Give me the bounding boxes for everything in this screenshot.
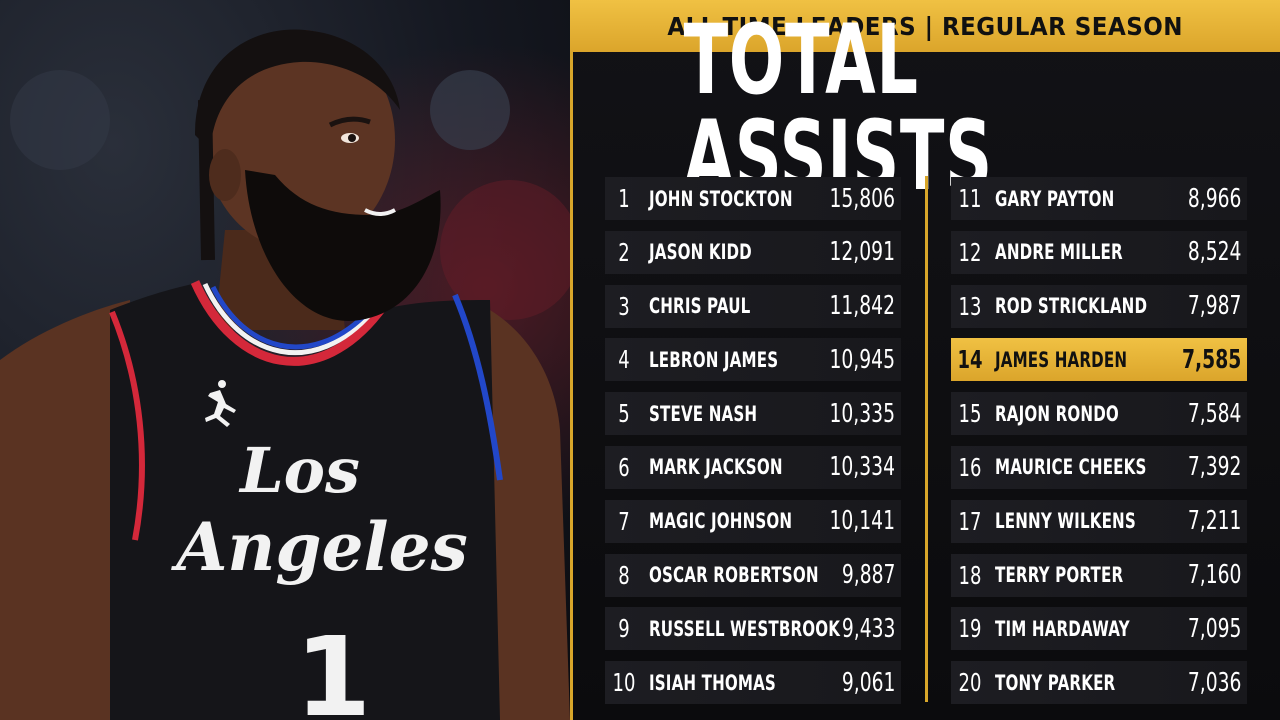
leader-name: JOHN STOCKTON	[649, 186, 793, 211]
leader-rank: 17	[958, 506, 982, 536]
leader-name: RAJON RONDO	[995, 401, 1119, 426]
leader-row: 1 JOHN STOCKTON 15,806	[605, 177, 901, 220]
header-banner: ALL-TIME LEADERS | REGULAR SEASON	[570, 0, 1280, 52]
leader-assists: 7,095	[1187, 613, 1241, 644]
leader-name: ROD STRICKLAND	[995, 294, 1148, 319]
leader-name: JASON KIDD	[649, 240, 752, 265]
leader-row: 15 RAJON RONDO 7,584	[951, 392, 1247, 436]
leader-name: TIM HARDAWAY	[995, 616, 1130, 641]
leader-row: 17 LENNY WILKENS 7,211	[951, 499, 1247, 543]
leaderboard-panel: ALL-TIME LEADERS | REGULAR SEASON TOTAL …	[570, 0, 1280, 720]
page-title: TOTAL ASSISTS	[570, 12, 1280, 204]
leader-name: LEBRON JAMES	[649, 347, 779, 372]
leader-row: 12 ANDRE MILLER 8,524	[951, 230, 1247, 274]
leader-row: 8 OSCAR ROBERTSON 9,887	[605, 553, 901, 597]
leader-assists: 7,584	[1187, 398, 1241, 429]
leader-name: TERRY PORTER	[995, 563, 1124, 588]
leader-assists: 10,141	[829, 506, 895, 537]
leader-name: STEVE NASH	[649, 401, 758, 426]
leader-rank: 6	[618, 452, 630, 482]
leader-assists: 10,945	[829, 344, 895, 375]
leader-assists: 10,335	[829, 398, 895, 429]
leader-row: 2 JASON KIDD 12,091	[605, 230, 901, 274]
leader-rank: 13	[958, 291, 982, 321]
leader-assists: 9,433	[841, 613, 895, 644]
leader-row: 6 MARK JACKSON 10,334	[605, 445, 901, 489]
leader-assists: 7,211	[1187, 506, 1241, 537]
leader-name: MARK JACKSON	[649, 455, 783, 480]
leader-rank: 11	[958, 184, 982, 213]
leader-rank: 19	[958, 614, 982, 644]
leader-row: 10 ISIAH THOMAS 9,061	[605, 661, 901, 705]
banner-text: ALL-TIME LEADERS | REGULAR SEASON	[667, 11, 1183, 41]
leader-name: MAURICE CHEEKS	[995, 455, 1147, 480]
leader-name: JAMES HARDEN	[995, 347, 1128, 372]
jersey-text-los: Los	[238, 434, 360, 507]
leader-row: 7 MAGIC JOHNSON 10,141	[605, 499, 901, 543]
leader-rank: 15	[958, 399, 982, 429]
leader-rank: 3	[618, 291, 630, 321]
leader-assists: 11,842	[829, 291, 895, 322]
leader-assists: 10,334	[829, 452, 895, 483]
leader-rank: 4	[618, 345, 630, 375]
leader-row: 18 TERRY PORTER 7,160	[951, 553, 1247, 597]
leader-row: 11 GARY PAYTON 8,966	[951, 177, 1247, 220]
leader-assists: 7,392	[1187, 452, 1241, 483]
leader-rank: 1	[618, 184, 630, 213]
leader-assists: 7,036	[1187, 667, 1241, 698]
jordan-logo-icon	[205, 380, 236, 427]
leader-name: RUSSELL WESTBROOK	[649, 616, 841, 641]
leader-rank: 16	[958, 452, 982, 482]
leader-name: TONY PARKER	[995, 670, 1116, 695]
leader-assists: 9,061	[841, 667, 895, 698]
column-divider	[925, 176, 928, 702]
leader-assists: 7,160	[1187, 560, 1241, 591]
leader-assists: 7,585	[1181, 344, 1241, 375]
leader-assists: 15,806	[829, 183, 895, 214]
leader-row: 13 ROD STRICKLAND 7,987	[951, 284, 1247, 328]
leader-row: 5 STEVE NASH 10,335	[605, 392, 901, 436]
leader-rank: 9	[618, 614, 630, 644]
leader-assists: 12,091	[829, 237, 895, 268]
leader-row: 19 TIM HARDAWAY 7,095	[951, 607, 1247, 651]
leader-row: 4 LEBRON JAMES 10,945	[605, 338, 901, 382]
player-photo: Los Angeles 1	[0, 0, 570, 720]
leader-rank: 10	[612, 668, 636, 698]
leader-name: LENNY WILKENS	[995, 509, 1136, 534]
leader-row: 20 TONY PARKER 7,036	[951, 661, 1247, 705]
leader-name: GARY PAYTON	[995, 186, 1115, 211]
leader-name: OSCAR ROBERTSON	[649, 563, 819, 588]
leader-assists: 8,966	[1187, 183, 1241, 214]
jersey-text-angeles: Angeles	[170, 508, 468, 586]
leader-name: MAGIC JOHNSON	[649, 509, 793, 534]
leader-name: ANDRE MILLER	[995, 240, 1123, 265]
leaders-column-right: 11 GARY PAYTON 8,966 12 ANDRE MILLER 8,524 13 R…	[951, 177, 1247, 715]
leader-assists: 7,987	[1187, 291, 1241, 322]
gold-edge-rule	[570, 0, 573, 720]
leader-assists: 8,524	[1187, 237, 1241, 268]
leader-rank: 5	[618, 399, 630, 429]
leader-rank: 18	[958, 560, 982, 590]
leader-rank: 20	[958, 668, 982, 698]
leaders-column-left: 1 JOHN STOCKTON 15,806 2 JASON KIDD 12,091 3 CH…	[605, 177, 901, 715]
leader-row: 16 MAURICE CHEEKS 7,392	[951, 445, 1247, 489]
leader-rank: 2	[618, 237, 630, 267]
jersey-number: 1	[295, 613, 372, 720]
player-illustration: Los Angeles 1	[0, 29, 570, 720]
leader-name: CHRIS PAUL	[649, 294, 751, 319]
leader-rank: 12	[958, 237, 982, 267]
leader-row: 3 CHRIS PAUL 11,842	[605, 284, 901, 328]
leader-assists: 9,887	[841, 560, 895, 591]
leader-rank: 7	[618, 506, 630, 536]
leader-row-highlighted: 14 JAMES HARDEN 7,585	[951, 338, 1247, 382]
leader-name: ISIAH THOMAS	[649, 670, 776, 695]
leader-rank: 8	[618, 560, 630, 590]
leader-row: 9 RUSSELL WESTBROOK 9,433	[605, 607, 901, 651]
leader-rank: 14	[957, 345, 983, 375]
